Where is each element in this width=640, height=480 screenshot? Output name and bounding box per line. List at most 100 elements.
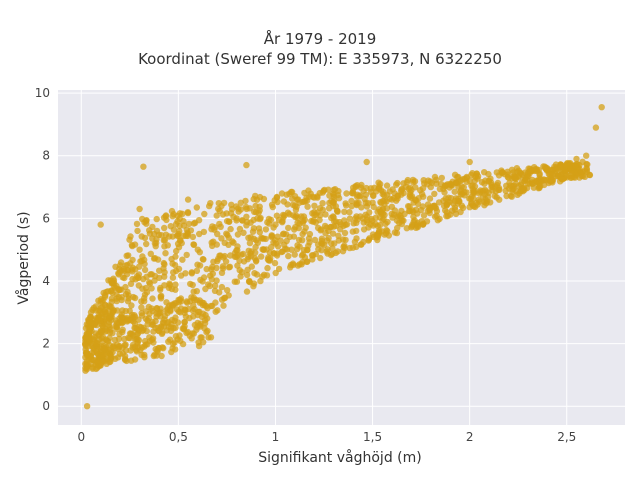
- data-point: [87, 356, 95, 363]
- data-point: [193, 267, 201, 274]
- data-point: [126, 236, 133, 243]
- data-point: [196, 297, 203, 304]
- points-layer: [82, 104, 605, 410]
- data-point: [327, 223, 334, 231]
- data-point: [104, 288, 112, 295]
- data-point: [179, 325, 186, 332]
- y-tick-label: 2: [42, 337, 50, 351]
- data-point: [211, 282, 219, 289]
- data-point: [216, 289, 223, 296]
- data-point: [335, 232, 342, 239]
- data-point: [197, 276, 204, 284]
- x-axis-label: Signifikant våghöjd (m): [258, 449, 421, 466]
- data-point: [505, 174, 512, 181]
- data-point: [592, 124, 600, 131]
- data-point: [360, 238, 367, 246]
- data-point: [143, 240, 150, 248]
- data-point: [151, 351, 158, 359]
- data-point: [184, 209, 192, 216]
- data-point: [121, 335, 128, 343]
- data-point: [205, 281, 212, 288]
- data-point: [218, 296, 226, 303]
- data-point: [193, 204, 200, 211]
- data-point: [87, 309, 95, 316]
- data-point: [295, 236, 303, 244]
- data-point: [123, 252, 130, 259]
- data-point: [466, 204, 473, 211]
- data-point: [210, 238, 217, 245]
- data-point: [331, 218, 338, 225]
- data-point: [187, 227, 195, 234]
- data-point: [304, 258, 311, 265]
- data-point: [141, 234, 149, 242]
- data-point: [94, 316, 101, 324]
- data-point: [311, 208, 318, 216]
- data-point: [290, 212, 297, 219]
- data-point: [188, 335, 195, 342]
- data-point: [162, 213, 169, 220]
- data-point: [125, 292, 132, 299]
- data-point: [409, 176, 417, 184]
- data-point: [138, 304, 145, 311]
- data-point: [85, 324, 92, 331]
- data-point: [447, 180, 454, 188]
- data-point: [327, 251, 335, 259]
- data-point: [438, 174, 445, 182]
- data-point: [365, 236, 373, 243]
- data-point: [329, 230, 337, 237]
- data-point: [128, 302, 135, 309]
- data-point: [334, 191, 342, 199]
- data-point: [265, 215, 273, 223]
- data-point: [279, 219, 286, 226]
- data-point: [420, 220, 427, 227]
- data-point: [369, 192, 377, 199]
- data-point: [174, 240, 182, 247]
- x-tick-label: 0,5: [169, 430, 188, 444]
- data-point: [183, 298, 190, 305]
- data-point: [573, 155, 580, 163]
- data-point: [246, 239, 254, 247]
- data-point: [194, 319, 201, 327]
- data-point: [188, 270, 196, 277]
- data-point: [209, 270, 216, 277]
- data-point: [348, 203, 355, 210]
- data-point: [368, 217, 376, 224]
- data-point: [112, 322, 119, 330]
- data-point: [180, 222, 188, 229]
- data-point: [342, 200, 349, 207]
- data-point: [191, 296, 198, 304]
- data-point: [160, 345, 167, 352]
- data-point: [537, 176, 545, 183]
- data-point: [174, 319, 182, 326]
- data-point: [156, 274, 163, 282]
- data-point: [207, 334, 215, 341]
- data-point: [177, 337, 184, 344]
- data-point: [182, 313, 190, 320]
- data-point: [215, 200, 222, 207]
- data-point: [243, 213, 250, 220]
- data-point: [160, 259, 167, 267]
- data-point: [299, 217, 307, 225]
- data-point: [223, 230, 230, 237]
- data-point: [391, 229, 399, 236]
- data-point: [141, 294, 148, 302]
- data-point: [91, 321, 98, 328]
- data-point: [318, 237, 325, 245]
- data-point: [153, 227, 161, 235]
- data-point: [441, 183, 449, 190]
- data-point: [337, 226, 344, 233]
- data-point: [264, 256, 272, 263]
- data-point: [136, 205, 143, 213]
- data-point: [142, 315, 149, 322]
- data-point: [148, 305, 155, 312]
- data-point: [268, 201, 276, 208]
- data-point: [315, 246, 322, 253]
- data-point: [291, 251, 298, 258]
- data-point: [299, 251, 307, 258]
- data-point: [397, 212, 404, 219]
- data-point: [161, 224, 168, 232]
- data-point: [339, 236, 347, 243]
- data-point: [272, 269, 279, 277]
- data-point: [266, 249, 274, 256]
- data-point: [176, 296, 183, 303]
